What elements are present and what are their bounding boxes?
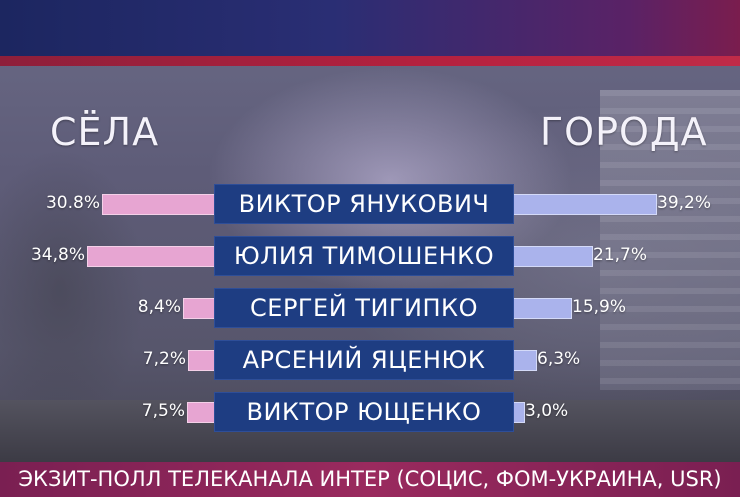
value-label-left-1: 30.8% [45, 193, 100, 213]
top-accent-line [0, 56, 740, 66]
bar-left-1 [102, 194, 216, 215]
value-label-left-4: 7,2% [142, 349, 186, 369]
value-label-right-1: 39,2% [657, 193, 712, 213]
right-column-title: ГОРОДА [540, 110, 708, 154]
candidate-name-4: АРСЕНИЙ ЯЦЕНЮК [214, 340, 514, 380]
top-banner [0, 0, 740, 56]
footer-caption: ЭКЗИТ-ПОЛЛ ТЕЛЕКАНАЛА ИНТЕР (СОЦИС, ФОМ-… [0, 462, 740, 497]
value-label-right-2: 21,7% [593, 245, 648, 265]
bar-right-4 [512, 350, 537, 371]
bar-left-4 [188, 350, 216, 371]
bar-right-2 [512, 246, 593, 267]
candidate-name-2: ЮЛИЯ ТИМОШЕНКО [214, 236, 514, 276]
candidate-name-1: ВИКТОР ЯНУКОВИЧ [214, 184, 514, 224]
left-column-title: СЁЛА [50, 110, 160, 154]
candidate-name-5: ВИКТОР ЮЩЕНКО [214, 392, 514, 432]
bar-left-3 [183, 298, 216, 319]
candidate-name-3: СЕРГЕЙ ТИГИПКО [214, 288, 514, 328]
value-label-right-3: 15,9% [572, 297, 627, 317]
value-label-left-3: 8,4% [137, 297, 181, 317]
background-trees [0, 140, 200, 400]
background-building [600, 90, 740, 390]
bar-right-3 [512, 298, 572, 319]
bar-right-1 [512, 194, 657, 215]
bar-left-2 [87, 246, 216, 267]
value-label-left-5: 7,5% [141, 401, 185, 421]
value-label-right-4: 6,3% [537, 349, 581, 369]
value-label-right-5: 3,0% [525, 401, 569, 421]
value-label-left-2: 34,8% [30, 245, 85, 265]
bar-left-5 [187, 402, 216, 423]
